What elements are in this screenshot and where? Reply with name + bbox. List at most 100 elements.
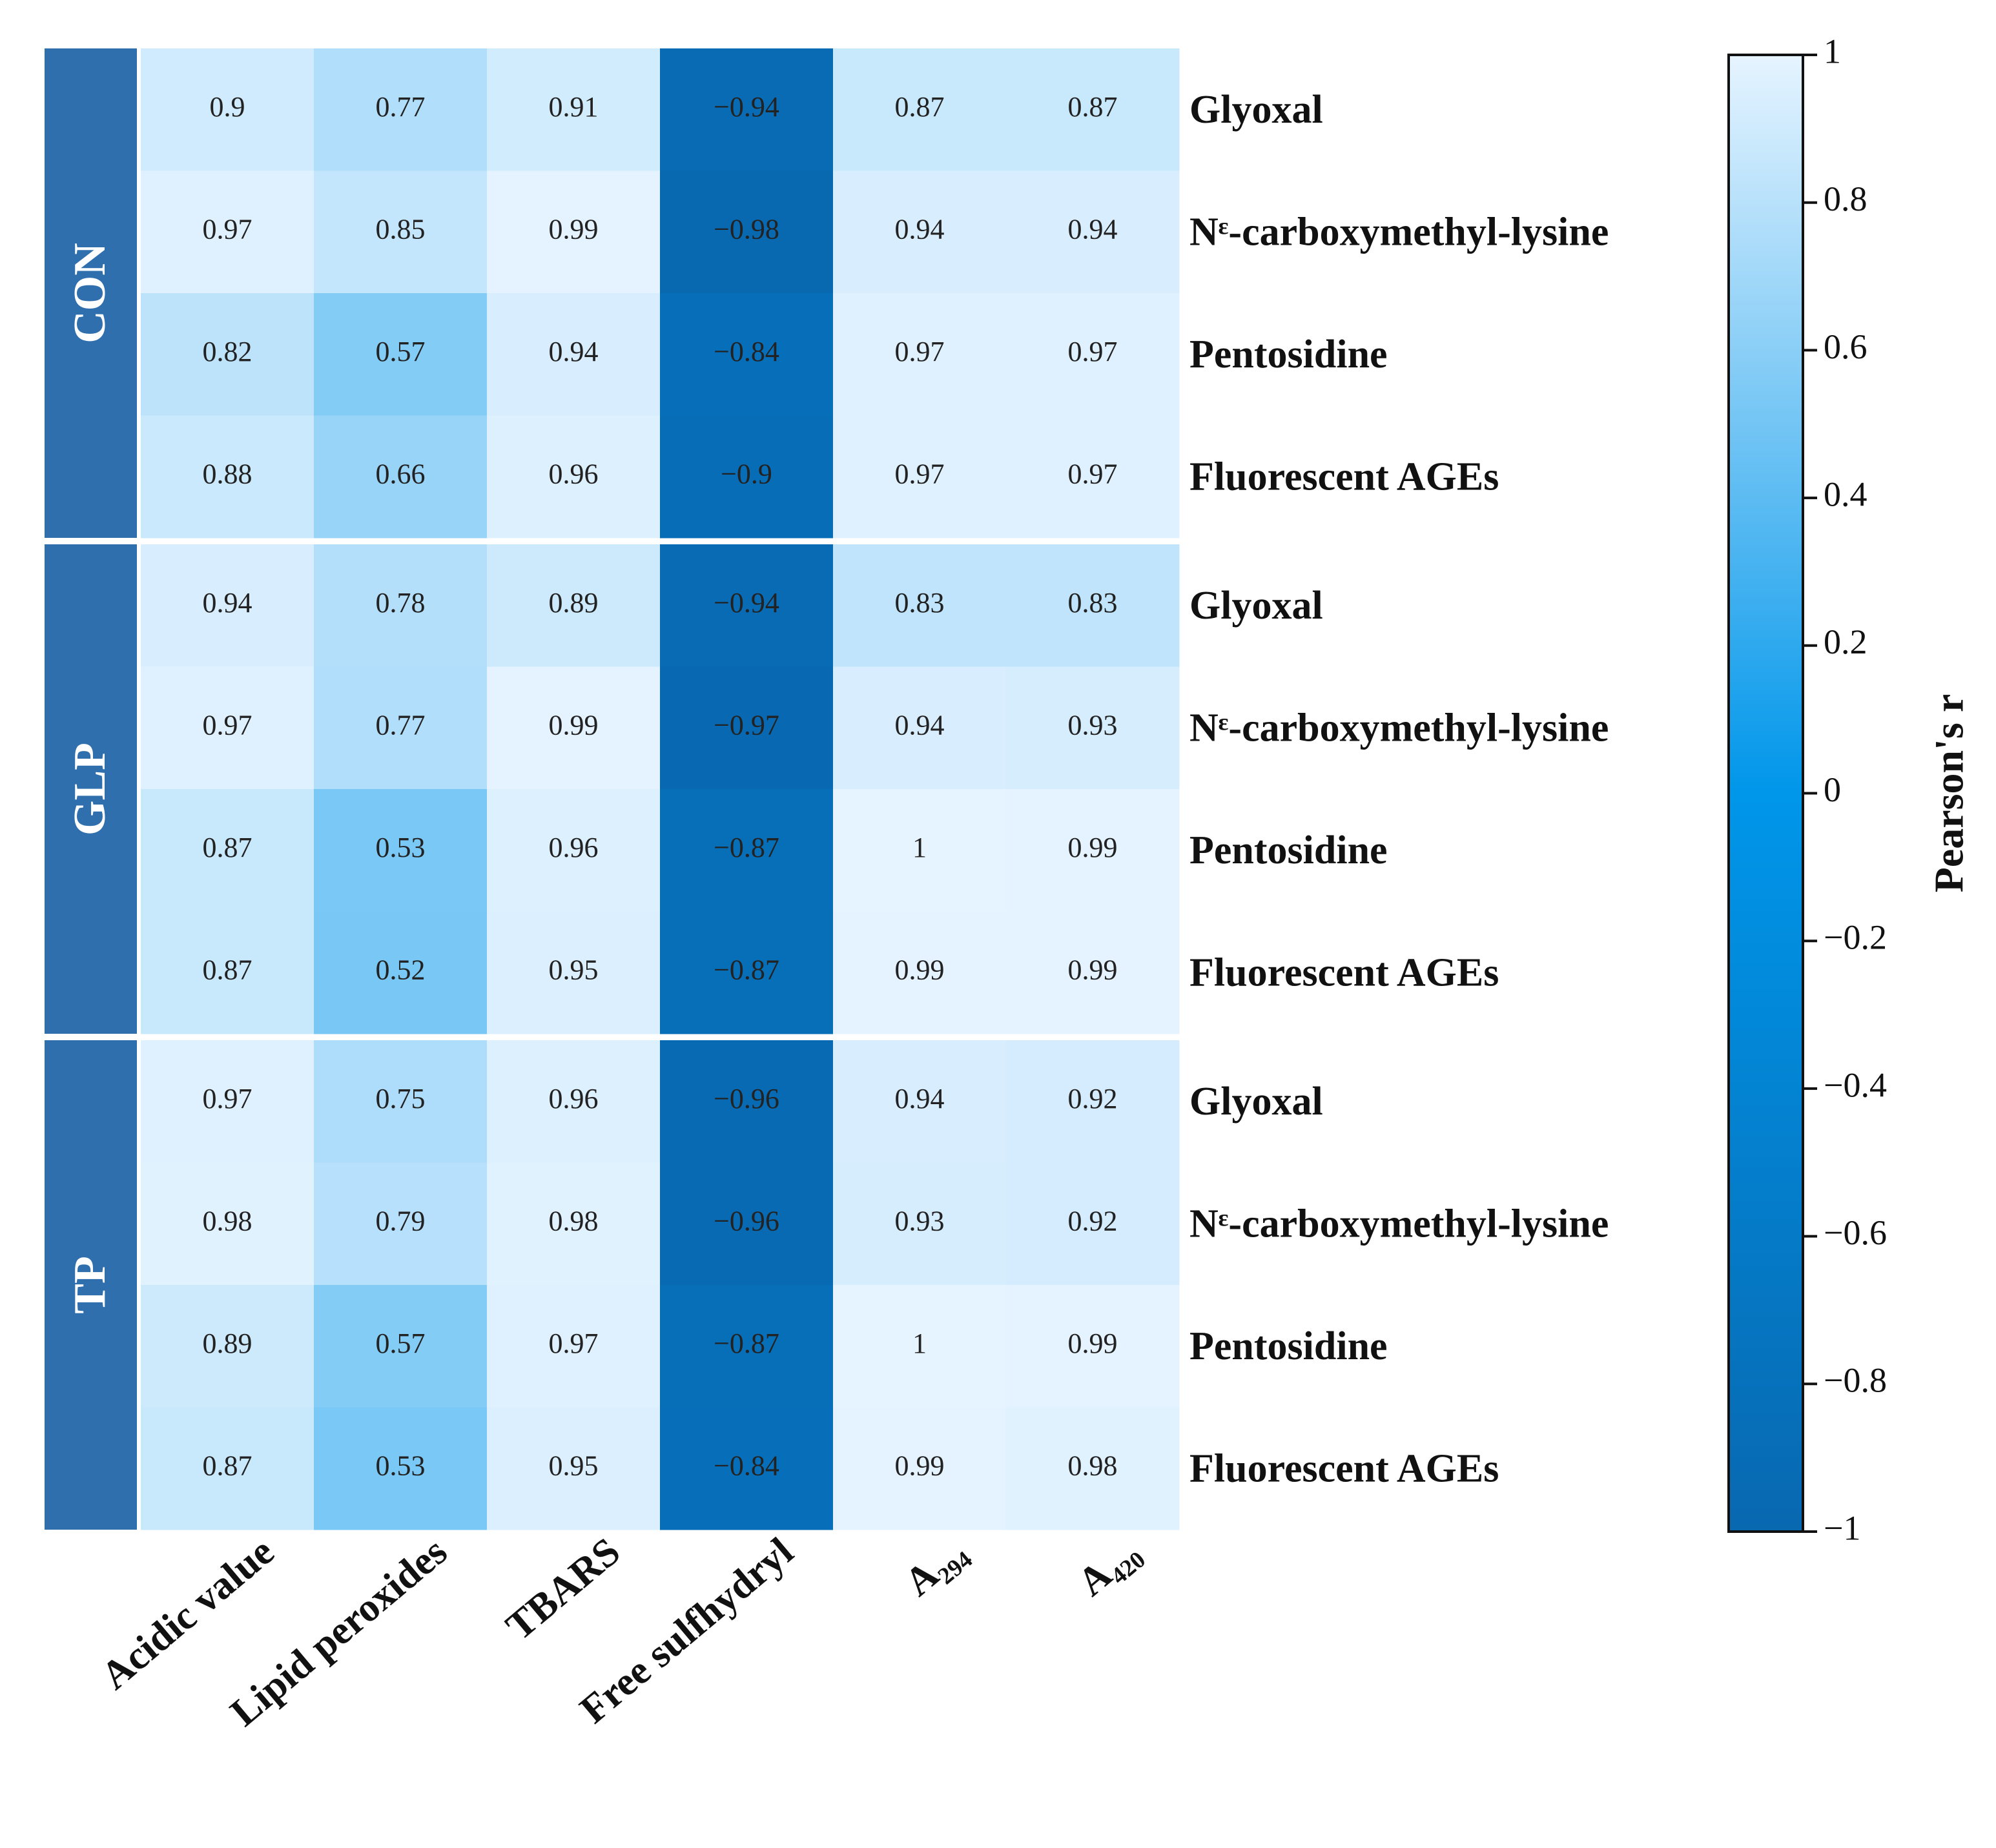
cell-value-label: 0.95 xyxy=(549,1450,599,1481)
heatmap-cell xyxy=(141,170,314,294)
x-axis-label: A₂₉₄ xyxy=(896,1530,974,1605)
cell-value-label: 0.82 xyxy=(203,336,252,367)
cell-value-label: 0.83 xyxy=(1068,587,1118,619)
cell-value-label: 0.94 xyxy=(895,213,945,245)
heatmap-cell xyxy=(141,666,314,790)
heatmap-cell xyxy=(660,789,834,912)
colorbar-tick-label: −0.2 xyxy=(1824,918,1887,957)
cell-value-label: −0.94 xyxy=(714,587,779,619)
heatmap-cell xyxy=(314,789,488,912)
heatmap-cell xyxy=(314,911,488,1034)
heatmap-cell xyxy=(660,1407,834,1530)
cell-value-label: 0.53 xyxy=(376,1450,426,1481)
heatmap-cell xyxy=(141,1407,314,1530)
row-label: Glyoxal xyxy=(1189,584,1323,628)
cell-value-label: 0.97 xyxy=(895,336,945,367)
heatmap-cell xyxy=(1006,911,1180,1034)
row-label: Nᵋ-carboxymethyl-lysine xyxy=(1189,210,1609,254)
heatmap-cell xyxy=(1006,170,1180,294)
row-label: Pentosidine xyxy=(1189,333,1388,376)
heatmap-cell xyxy=(1006,293,1180,416)
x-axis-label: A₄₂₀ xyxy=(1069,1530,1147,1605)
row-label: Nᵋ-carboxymethyl-lysine xyxy=(1189,1202,1609,1246)
cell-value-label: 0.87 xyxy=(203,1450,252,1481)
group-label: GLP xyxy=(65,743,115,836)
cell-value-label: 0.99 xyxy=(1068,832,1118,863)
heatmap-cell xyxy=(1006,1040,1180,1163)
heatmap-cell xyxy=(314,48,488,171)
cell-value-label: 0.96 xyxy=(549,1083,599,1114)
heatmap-cell xyxy=(660,1162,834,1286)
cell-value-label: 0.77 xyxy=(376,91,426,123)
heatmap-cell xyxy=(833,1285,1007,1408)
heatmap-cell xyxy=(314,293,488,416)
heatmap-cell xyxy=(660,48,834,171)
row-label: Glyoxal xyxy=(1189,1080,1323,1124)
cell-value-label: 0.97 xyxy=(549,1328,599,1359)
group-bar xyxy=(45,1040,137,1530)
cell-value-label: 0.92 xyxy=(1068,1083,1118,1114)
heatmap-cell xyxy=(660,666,834,790)
cell-value-label: 0.91 xyxy=(549,91,599,123)
cell-value-label: 0.87 xyxy=(895,91,945,123)
heatmap-cell xyxy=(314,666,488,790)
heatmap-cell xyxy=(1006,666,1180,790)
heatmap-cell xyxy=(487,48,661,171)
cell-value-label: 0.93 xyxy=(1068,709,1118,741)
cell-value-label: 0.98 xyxy=(203,1205,252,1237)
heatmap-cell xyxy=(833,415,1007,539)
cell-value-label: 0.97 xyxy=(203,1083,252,1114)
colorbar-tick-label: 0.6 xyxy=(1824,327,1867,366)
heatmap-cell xyxy=(833,48,1007,171)
heatmap-cell xyxy=(1006,544,1180,667)
heatmap-cell xyxy=(487,170,661,294)
colorbar-tick-label: −0.8 xyxy=(1824,1361,1887,1400)
heatmap-cell xyxy=(833,789,1007,912)
x-axis-label: Acidic value xyxy=(93,1530,282,1698)
heatmap-cell xyxy=(487,911,661,1034)
heatmap-cell xyxy=(314,1162,488,1286)
colorbar-tick-label: 0.4 xyxy=(1824,475,1867,513)
heatmap-cell xyxy=(833,911,1007,1034)
heatmap-cell xyxy=(487,666,661,790)
row-label: Pentosidine xyxy=(1189,828,1388,872)
heatmap-cell xyxy=(487,789,661,912)
heatmap-cell xyxy=(314,170,488,294)
colorbar-tick-label: 0.2 xyxy=(1824,622,1867,661)
heatmap-cell xyxy=(1006,415,1180,539)
heatmap-cell xyxy=(487,1285,661,1408)
heatmap-cell xyxy=(833,544,1007,667)
heatmap-cell xyxy=(141,1162,314,1286)
cell-value-label: 0.99 xyxy=(895,954,945,985)
cell-value-label: 1 xyxy=(912,832,927,863)
heatmap-cell xyxy=(314,544,488,667)
cell-value-label: 0.88 xyxy=(203,458,252,489)
row-label: Fluorescent AGEs xyxy=(1189,455,1499,498)
colorbar-tick-label: 0 xyxy=(1824,770,1841,809)
cell-value-label: 0.92 xyxy=(1068,1205,1118,1237)
heatmap-cell xyxy=(1006,1162,1180,1286)
heatmap-cell xyxy=(660,293,834,416)
cell-value-label: 0.75 xyxy=(376,1083,426,1114)
colorbar xyxy=(1727,54,1804,1533)
cell-value-label: 0.94 xyxy=(1068,213,1118,245)
heatmap-cell xyxy=(487,1040,661,1163)
row-label: Glyoxal xyxy=(1189,88,1323,132)
cell-value-label: 0.94 xyxy=(549,336,599,367)
cell-value-label: 0.99 xyxy=(1068,954,1118,985)
heatmap-cell xyxy=(833,293,1007,416)
cell-value-label: 0.98 xyxy=(549,1205,599,1237)
heatmap-cell xyxy=(660,1285,834,1408)
heatmap-cell xyxy=(141,293,314,416)
cell-value-label: −0.98 xyxy=(714,213,779,245)
cell-value-label: 0.87 xyxy=(203,954,252,985)
group-bar xyxy=(45,48,137,538)
group-label: CON xyxy=(65,243,115,344)
cell-value-label: 0.99 xyxy=(1068,1328,1118,1359)
cell-value-label: 0.97 xyxy=(895,458,945,489)
cell-value-label: −0.94 xyxy=(714,91,779,123)
cell-value-label: 0.93 xyxy=(895,1205,945,1237)
cell-value-label: 0.52 xyxy=(376,954,426,985)
cell-value-label: 0.96 xyxy=(549,458,599,489)
cell-value-label: 0.95 xyxy=(549,954,599,985)
